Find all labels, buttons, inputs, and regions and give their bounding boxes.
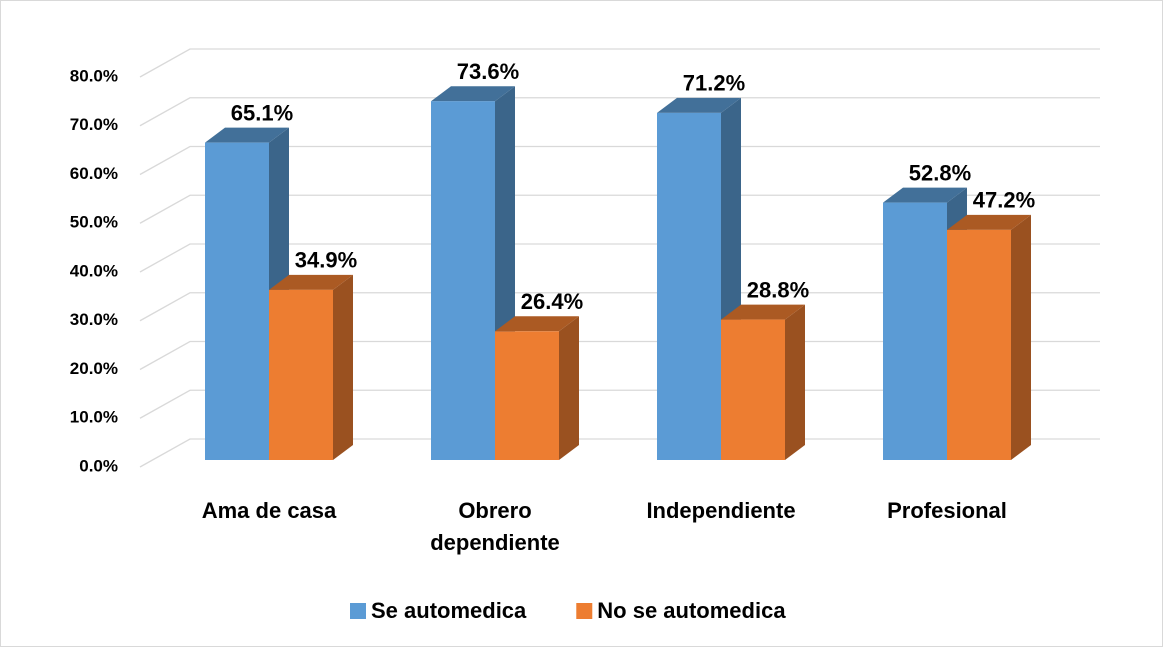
value-label: 34.9%: [295, 248, 357, 273]
x-tick-label: Obrero dependiente: [430, 498, 560, 555]
grid-line: [139, 145, 1100, 176]
legend-label: No se automedica: [597, 598, 786, 623]
x-tick-label: Ama de casa: [202, 498, 337, 523]
y-tick-label: 0.0%: [79, 456, 118, 475]
legend-swatch: [350, 603, 366, 619]
bar-top: [947, 214, 1031, 230]
bar-top: [883, 187, 967, 203]
bar: [947, 214, 1031, 460]
bar: [495, 316, 579, 460]
legend-label: Se automedica: [371, 598, 527, 623]
bar: [721, 304, 805, 460]
bar-top: [205, 127, 289, 143]
value-label: 52.8%: [909, 160, 971, 185]
bar-top: [431, 86, 515, 102]
bar-front: [495, 331, 559, 460]
grid-line: [139, 97, 1100, 127]
bar-front: [431, 101, 495, 460]
y-tick-label: 40.0%: [70, 261, 118, 280]
bar-front: [205, 142, 269, 460]
bar-top: [269, 274, 353, 290]
grid-line: [139, 292, 1100, 322]
value-label: 71.2%: [683, 71, 745, 96]
value-label: 28.8%: [747, 277, 809, 302]
bar-front: [883, 202, 947, 460]
bar-front: [947, 229, 1011, 460]
y-tick-label: 80.0%: [70, 66, 118, 85]
value-label: 47.2%: [973, 188, 1035, 213]
y-tick-label: 60.0%: [70, 164, 118, 183]
y-tick-label: 50.0%: [70, 213, 118, 232]
x-tick-label: Profesional: [887, 498, 1007, 523]
bar-top: [657, 97, 741, 113]
x-tick-line: Obrero: [458, 498, 531, 523]
grid-line: [139, 243, 1100, 273]
bar-front: [721, 319, 785, 460]
value-label: 65.1%: [231, 100, 293, 125]
grid-line: [139, 48, 1100, 78]
grid-line: [139, 194, 1100, 224]
bar-side: [559, 316, 579, 460]
y-tick-label: 70.0%: [70, 115, 118, 134]
y-tick-label: 30.0%: [70, 310, 118, 329]
bar-side: [333, 274, 353, 460]
bar: [205, 127, 289, 460]
bar-side: [785, 304, 805, 460]
bar-top: [495, 316, 579, 332]
bar-front: [269, 289, 333, 460]
value-label: 26.4%: [521, 289, 583, 314]
x-tick-label: Independiente: [646, 498, 795, 523]
y-tick-label: 10.0%: [70, 408, 118, 427]
bar-top: [721, 304, 805, 320]
y-tick-label: 20.0%: [70, 359, 118, 378]
bar-side: [1011, 214, 1031, 460]
legend-swatch: [576, 603, 593, 619]
x-tick-line: dependiente: [430, 530, 560, 555]
bar-front: [657, 112, 721, 461]
value-label: 73.6%: [457, 59, 519, 84]
bar: [269, 274, 353, 460]
